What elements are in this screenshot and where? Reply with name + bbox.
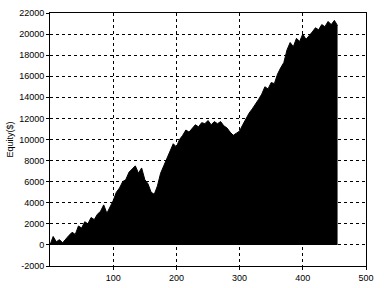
svg-text:100: 100	[106, 273, 121, 283]
svg-text:-2000: -2000	[21, 261, 44, 271]
svg-text:0: 0	[39, 240, 44, 250]
svg-text:Equity($): Equity($)	[5, 121, 15, 157]
svg-text:200: 200	[169, 273, 184, 283]
svg-text:14000: 14000	[19, 92, 44, 102]
svg-text:400: 400	[295, 273, 310, 283]
svg-text:2000: 2000	[24, 219, 44, 229]
svg-text:18000: 18000	[19, 50, 44, 60]
svg-text:500: 500	[358, 273, 373, 283]
svg-text:16000: 16000	[19, 71, 44, 81]
svg-text:10000: 10000	[19, 135, 44, 145]
svg-text:6000: 6000	[24, 177, 44, 187]
svg-text:12000: 12000	[19, 114, 44, 124]
svg-text:300: 300	[232, 273, 247, 283]
svg-text:8000: 8000	[24, 156, 44, 166]
svg-text:20000: 20000	[19, 29, 44, 39]
svg-text:22000: 22000	[19, 8, 44, 18]
svg-text:4000: 4000	[24, 198, 44, 208]
